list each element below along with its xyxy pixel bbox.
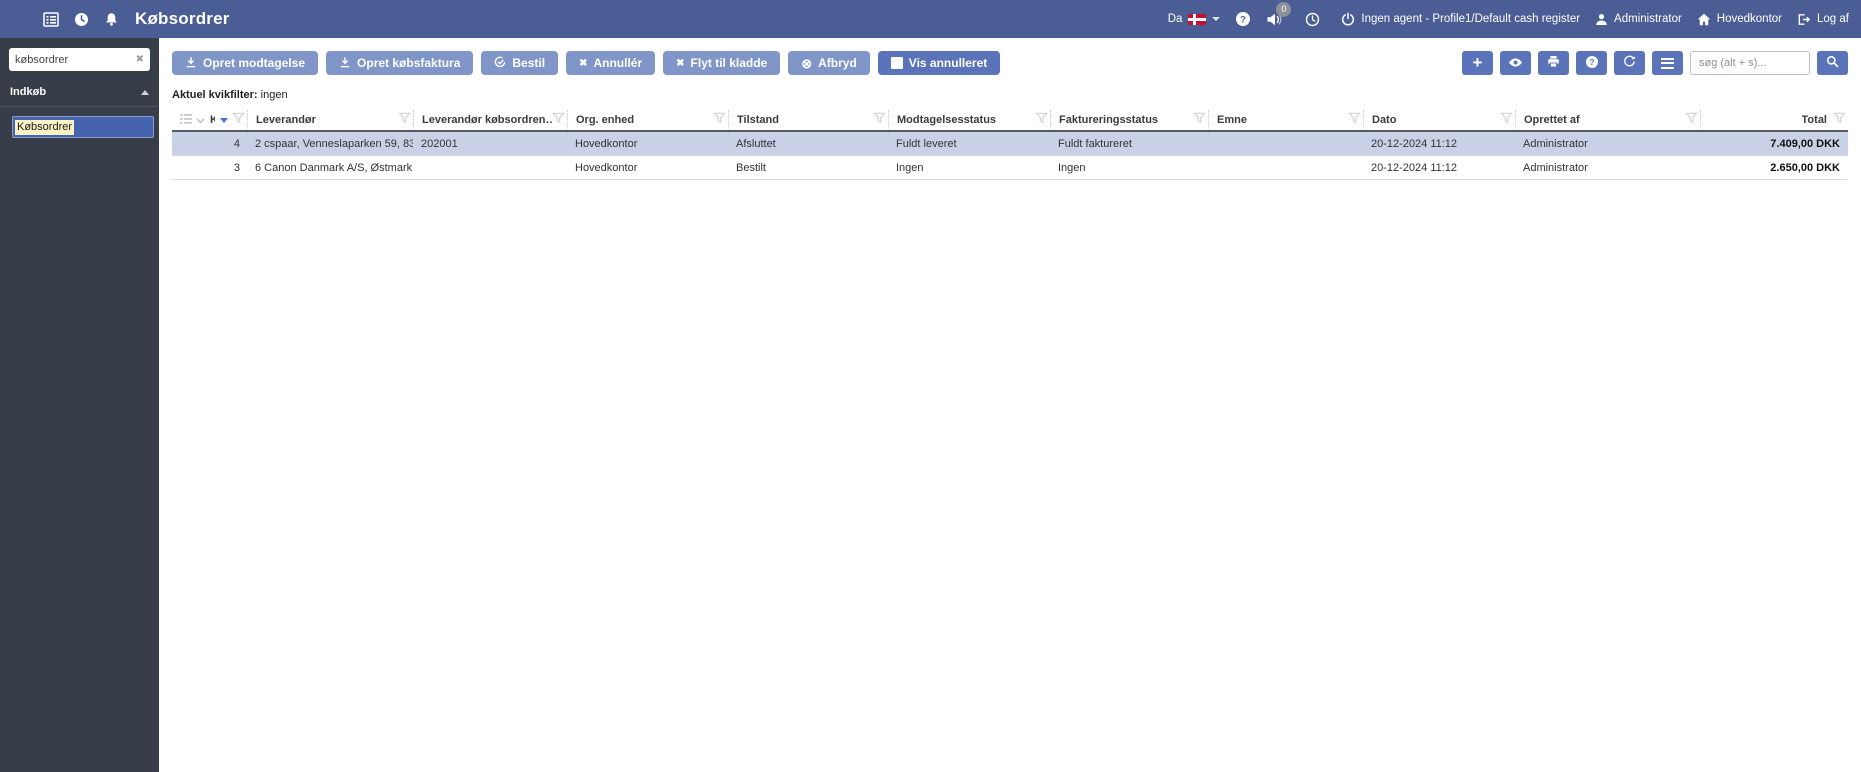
column-header-dato[interactable]: Dato — [1363, 110, 1515, 130]
danish-flag-icon — [1188, 13, 1207, 25]
afbryd-button[interactable]: ⊗ Afbryd — [788, 51, 870, 75]
filter-icon[interactable] — [1035, 111, 1048, 129]
language-selector[interactable]: Da — [1168, 13, 1221, 25]
add-button[interactable]: + — [1462, 51, 1493, 75]
sort-desc-icon — [220, 117, 228, 123]
refresh-icon — [1623, 55, 1636, 71]
column-header-oprettet-af[interactable]: Oprettet af — [1515, 110, 1700, 130]
opret-kobsfaktura-button[interactable]: Opret købsfaktura — [326, 51, 474, 75]
column-header-tilstand[interactable]: Tilstand — [728, 110, 888, 130]
opret-modtagelse-button[interactable]: Opret modtagelse — [172, 51, 319, 75]
document-list-icon[interactable] — [43, 11, 59, 27]
vis-annulleret-toggle[interactable]: Vis annulleret — [877, 51, 1001, 75]
page-title: Købsordrer — [135, 9, 230, 28]
add-icon: + — [1472, 52, 1483, 72]
clock-icon[interactable] — [74, 12, 89, 27]
top-bar: Købsordrer Da ? 0 Ingen agent - Profile1… — [0, 0, 1861, 38]
column-header-org-enhed[interactable]: Org. enhed — [567, 110, 728, 130]
eye-icon — [1508, 56, 1523, 71]
site-selector[interactable]: Hovedkontor — [1697, 13, 1782, 26]
purchase-orders-table: K… Leverandør Leverandør købsordren… Org… — [172, 110, 1848, 180]
sidebar-search: ✖ — [9, 48, 150, 71]
user-menu[interactable]: Administrator — [1595, 13, 1682, 26]
power-icon — [1341, 12, 1355, 26]
filter-icon[interactable] — [713, 111, 726, 129]
column-header-faktureringsstatus[interactable]: Faktureringsstatus — [1050, 110, 1208, 130]
filter-icon[interactable] — [1685, 111, 1698, 129]
hamburger-menu-icon[interactable] — [10, 12, 28, 26]
grid-tools: + ? — [1462, 51, 1848, 75]
filter-icon[interactable] — [1348, 111, 1361, 129]
column-header-modtagelsesstatus[interactable]: Modtagelsesstatus — [888, 110, 1050, 130]
grid-search-input[interactable] — [1690, 51, 1810, 75]
logout-button[interactable]: Log af — [1797, 13, 1849, 26]
grid-search-button[interactable] — [1817, 51, 1848, 75]
column-header-leverandor-kobsordrenr[interactable]: Leverandør købsordren… — [413, 110, 567, 130]
print-icon — [1547, 55, 1560, 71]
chevron-down-icon[interactable] — [196, 111, 205, 129]
column-header-emne[interactable]: Emne — [1208, 110, 1363, 130]
refresh-button[interactable] — [1614, 51, 1645, 75]
table-header-row: K… Leverandør Leverandør købsordren… Org… — [172, 110, 1848, 132]
session-status[interactable]: Ingen agent - Profile1/Default cash regi… — [1341, 12, 1580, 26]
help-button[interactable]: ? — [1576, 51, 1607, 75]
bestil-button[interactable]: Bestil — [481, 51, 559, 75]
flyt-til-kladde-button[interactable]: ✖ Flyt til kladde — [663, 51, 781, 75]
download-icon — [185, 56, 197, 71]
history-clock-icon[interactable] — [1305, 12, 1320, 27]
quickfilter-label: Aktuel kvikfilter: — [172, 89, 258, 101]
divider — [0, 106, 159, 107]
quickfilter-value: ingen — [260, 89, 288, 101]
sidebar-section-indkob[interactable]: Indkøb — [10, 86, 149, 98]
svg-text:?: ? — [1589, 57, 1594, 67]
x-icon: ✖ — [676, 57, 685, 69]
filter-icon[interactable] — [232, 111, 245, 129]
filter-icon[interactable] — [1500, 111, 1513, 129]
circle-x-icon: ⊗ — [801, 55, 813, 71]
grid-menu-button[interactable] — [1652, 51, 1683, 75]
help-icon[interactable]: ? — [1235, 11, 1251, 27]
home-icon — [1697, 13, 1711, 26]
help-icon: ? — [1585, 55, 1599, 72]
table-row[interactable]: 3 6 Canon Danmark A/S, Østmark… Hovedkon… — [172, 156, 1848, 180]
toolbar: Opret modtagelse Opret købsfaktura Besti… — [172, 51, 1848, 75]
x-icon: ✖ — [579, 57, 588, 69]
main-content: Opret modtagelse Opret købsfaktura Besti… — [159, 38, 1861, 180]
collapse-up-icon — [141, 89, 149, 95]
quickfilter-status: Aktuel kvikfilter: ingen — [172, 89, 1848, 101]
filter-icon[interactable] — [552, 111, 565, 129]
menu-icon — [1661, 57, 1674, 69]
user-icon — [1595, 13, 1608, 26]
filter-icon[interactable] — [873, 111, 886, 129]
table-row[interactable]: 4 2 cspaar, Venneslaparken 59, 83… 20200… — [172, 132, 1848, 156]
bell-icon[interactable] — [104, 12, 119, 27]
annuller-button[interactable]: ✖ Annullér — [566, 51, 656, 75]
speaker-icon[interactable]: 0 — [1266, 1, 1292, 26]
svg-text:?: ? — [1241, 14, 1247, 25]
chevron-down-icon — [1212, 17, 1221, 21]
search-icon — [1826, 55, 1839, 71]
view-button[interactable] — [1500, 51, 1531, 75]
checkbox-icon — [890, 57, 903, 69]
check-circle-icon — [494, 56, 506, 71]
column-header-number[interactable]: K… — [172, 110, 247, 130]
sidebar-item-kobsordrer[interactable]: Købsordrer — [12, 116, 154, 138]
print-button[interactable] — [1538, 51, 1569, 75]
filter-icon[interactable] — [1193, 111, 1206, 129]
filter-icon[interactable] — [1833, 111, 1846, 129]
logout-icon — [1797, 13, 1811, 26]
grid-icon[interactable] — [180, 111, 192, 129]
download-icon — [339, 56, 351, 71]
clear-search-icon[interactable]: ✖ — [135, 54, 144, 65]
column-header-leverandor[interactable]: Leverandør — [247, 110, 413, 130]
column-header-total[interactable]: Total — [1700, 110, 1848, 130]
sidebar: ✖ Indkøb Købsordrer — [0, 38, 159, 772]
sidebar-search-input[interactable] — [15, 53, 136, 66]
filter-icon[interactable] — [398, 111, 411, 129]
notification-badge: 0 — [1276, 1, 1292, 17]
